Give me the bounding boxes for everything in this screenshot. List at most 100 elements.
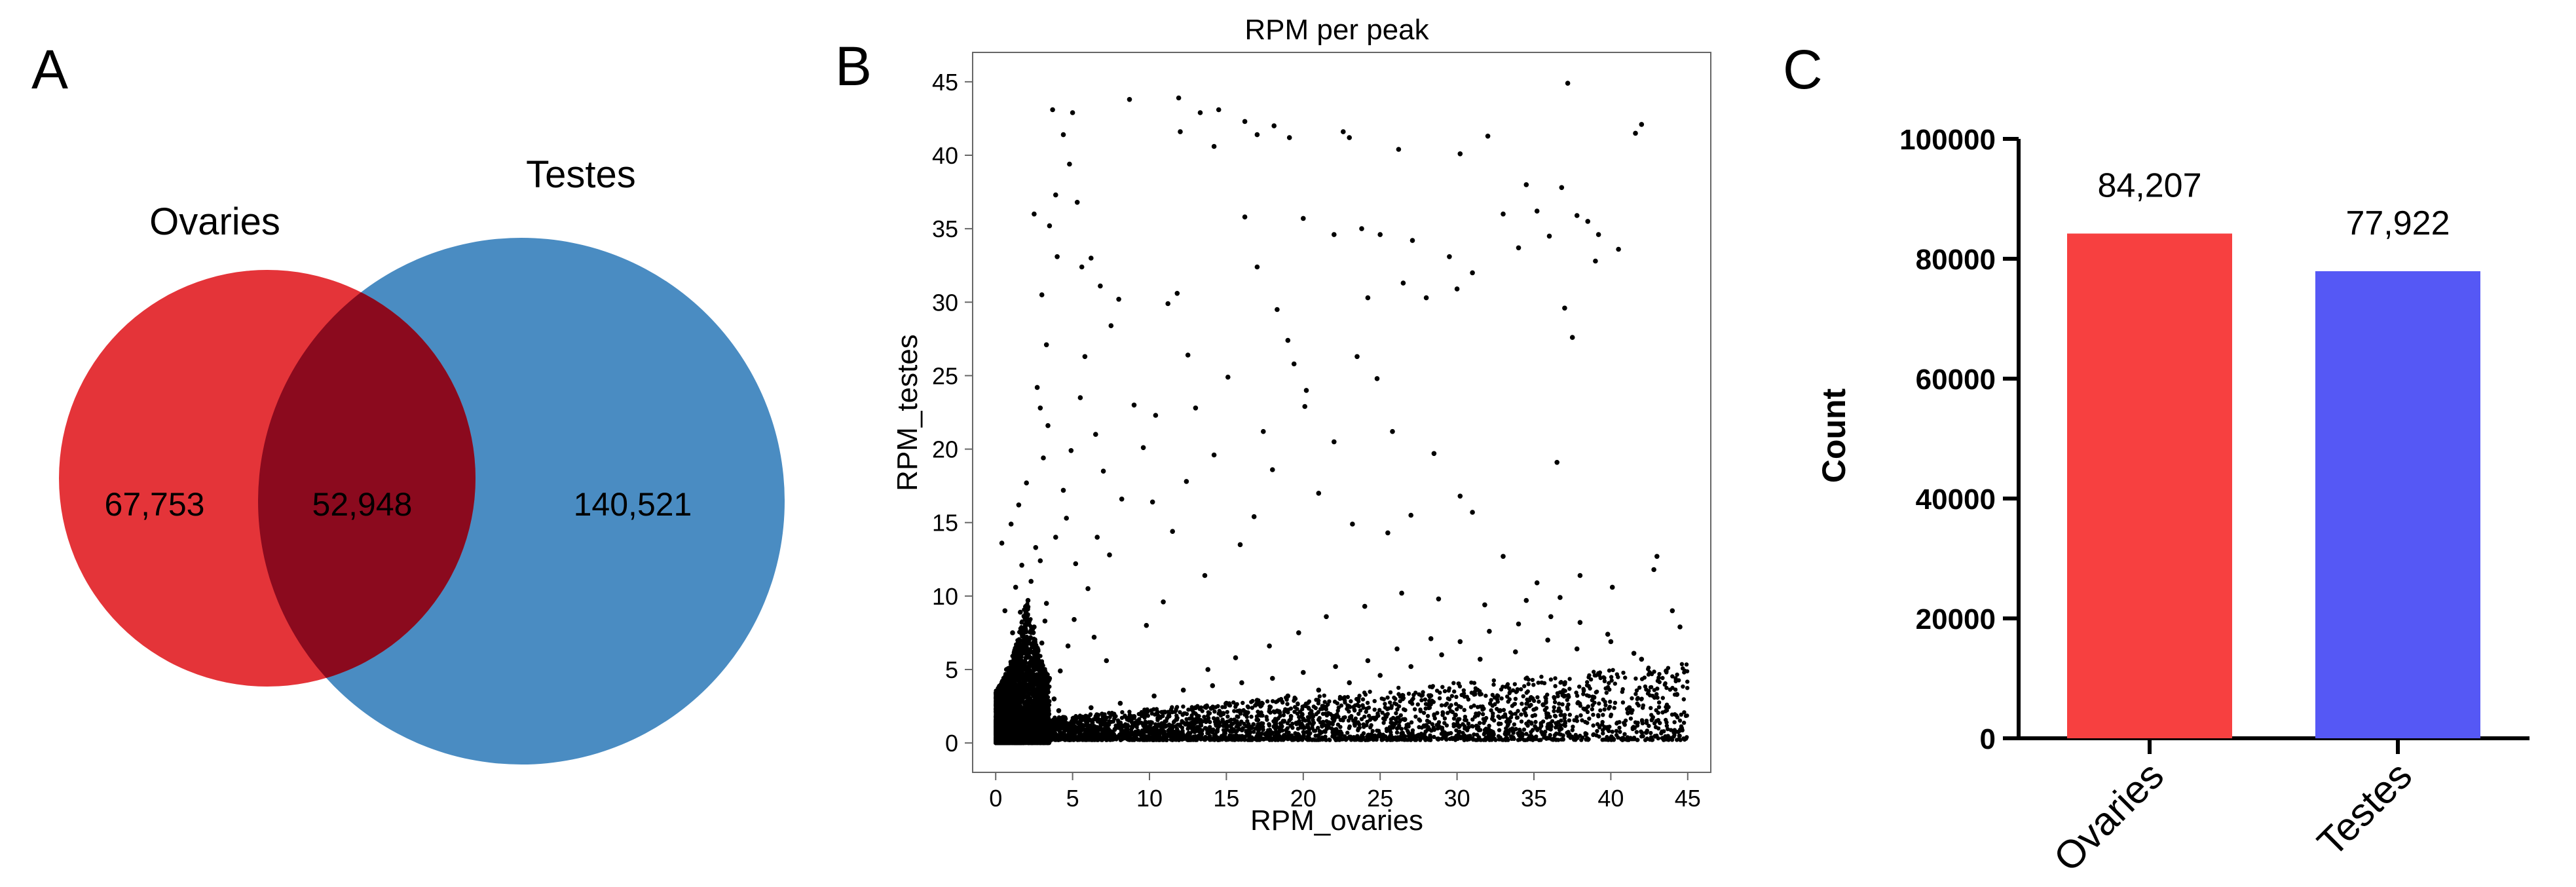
scatter-point — [994, 690, 998, 695]
scatter-point — [1013, 645, 1018, 650]
scatter-title: RPM per peak — [1244, 14, 1429, 46]
scatter-point — [1028, 641, 1033, 647]
scatter-point — [1009, 690, 1014, 696]
scatter-point — [1030, 712, 1036, 717]
scatter-point — [1031, 631, 1036, 635]
scatter-point — [994, 714, 999, 719]
scatter-point — [999, 715, 1003, 720]
venn-count-intersection: 52,948 — [312, 486, 413, 523]
scatter-point — [1011, 683, 1017, 688]
scatter-point — [1011, 740, 1016, 745]
scatter-point — [1003, 695, 1007, 700]
scatter-point — [1601, 697, 1605, 702]
scatter-point — [1015, 668, 1020, 673]
scatter-point — [1017, 630, 1022, 635]
scatter-point — [1018, 736, 1023, 742]
scatter-point — [1017, 642, 1022, 647]
scatter-point — [1025, 695, 1030, 700]
scatter-point — [1047, 708, 1051, 713]
scatter-point — [1015, 740, 1020, 745]
scatter-point — [994, 730, 999, 735]
scatter-point — [1225, 714, 1230, 719]
scatter-point — [994, 701, 998, 706]
scatter-point — [1027, 709, 1032, 715]
scatter-point — [1028, 668, 1032, 673]
scatter-point — [1590, 707, 1594, 711]
scatter-point — [1020, 681, 1025, 685]
scatter-point — [996, 694, 1001, 698]
scatter-point — [1024, 634, 1029, 639]
scatter-point — [1417, 718, 1423, 723]
scatter-point — [1553, 684, 1558, 689]
scatter-point — [1010, 654, 1015, 658]
scatter-point — [1001, 711, 1006, 715]
scatter-point — [1030, 692, 1034, 696]
scatter-point — [1007, 732, 1011, 737]
scatter-point — [1040, 678, 1045, 683]
scatter-point — [1020, 709, 1025, 713]
scatter-point — [1037, 698, 1041, 703]
scatter-point — [1023, 651, 1028, 656]
scatter-point — [994, 720, 999, 725]
scatter-point — [999, 685, 1005, 689]
scatter-point — [1013, 687, 1018, 692]
scatter-point — [1039, 662, 1045, 667]
panel-a: A Ovaries Testes 67,753 52,948 140,521 — [31, 39, 785, 764]
venn-label-ovaries: Ovaries — [149, 200, 280, 243]
scatter-point — [1017, 679, 1022, 684]
venn-count-ovaries-only: 67,753 — [105, 486, 205, 523]
scatter-point — [1681, 684, 1685, 689]
scatter-point — [1635, 701, 1639, 706]
scatter-point — [1031, 651, 1036, 656]
scatter-point — [1005, 675, 1010, 680]
venn-overlap — [258, 270, 476, 687]
scatter-point — [1007, 679, 1012, 684]
scatter-point — [1617, 720, 1622, 725]
scatter-point — [999, 680, 1004, 685]
scatter-point — [1015, 638, 1020, 643]
scatter-point — [1019, 661, 1024, 666]
scatter-point — [1017, 732, 1022, 737]
scatter-point — [1045, 700, 1049, 704]
scatter-plot-frame — [972, 52, 1711, 773]
scatter-point — [1039, 702, 1045, 708]
scatter-point — [1006, 736, 1011, 742]
scatter-point — [1553, 676, 1558, 681]
scatter-point — [1011, 699, 1016, 704]
scatter-point — [1002, 705, 1007, 710]
scatter-point — [1578, 713, 1583, 718]
scatter-point — [1009, 662, 1013, 667]
panel-b: B RPM per peak 0 5 10 15 20 25 30 35 40 45 051015… — [835, 14, 1711, 837]
scatter-point — [1034, 682, 1038, 687]
scatter-point — [1017, 704, 1021, 709]
scatter-point — [1024, 611, 1029, 615]
scatter-point — [1043, 681, 1049, 686]
scatter-point — [1022, 644, 1027, 649]
scatter-point — [1027, 618, 1032, 624]
panel-label-b: B — [835, 35, 872, 97]
scatter-point — [1018, 685, 1024, 689]
venn-count-testes-only: 140,521 — [574, 486, 692, 523]
scatter-point — [1030, 645, 1034, 650]
scatter-point — [1007, 696, 1013, 700]
scatter-point — [1033, 637, 1037, 643]
scatter-point — [1519, 712, 1523, 717]
scatter-point — [1521, 694, 1525, 699]
scatter-point — [1024, 630, 1029, 634]
scatter-point — [1024, 621, 1028, 626]
scatter-point — [999, 736, 1005, 741]
scatter-point — [1013, 657, 1018, 662]
scatter-point — [1043, 667, 1047, 671]
scatter-point — [1003, 679, 1008, 684]
scatter-point — [1020, 639, 1026, 643]
scatter-point — [1249, 714, 1254, 719]
scatter-point — [1412, 707, 1417, 711]
scatter-point — [1439, 703, 1444, 708]
scatter-point — [1338, 725, 1343, 729]
scatter-point — [1021, 668, 1026, 672]
scatter-point — [1045, 687, 1051, 692]
scatter-point — [1010, 721, 1015, 725]
scatter-points — [994, 81, 1690, 745]
scatter-point — [1034, 703, 1039, 708]
